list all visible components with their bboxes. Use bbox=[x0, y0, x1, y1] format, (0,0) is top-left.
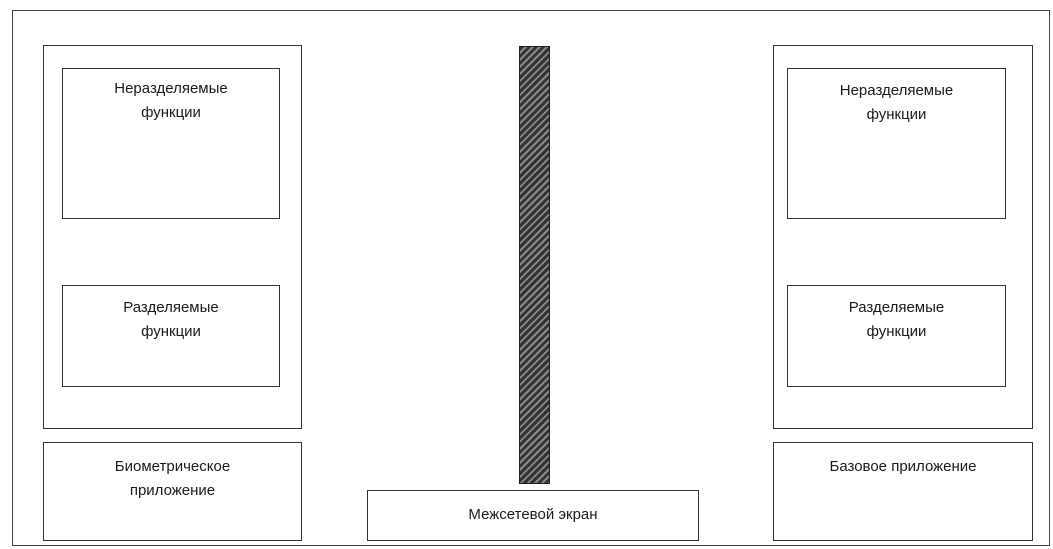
diagram-frame bbox=[12, 10, 1050, 546]
biometric-non-shared-functions-box: Неразделяемые функции bbox=[62, 68, 280, 219]
biometric-shared-functions-label: Разделяемые функции bbox=[123, 299, 219, 340]
base-shared-functions-box: Разделяемые функции bbox=[787, 285, 1006, 387]
firewall-box: Межсетевой экран bbox=[367, 490, 699, 541]
firewall-label: Межсетевой экран bbox=[468, 506, 598, 523]
base-non-shared-functions-label: Неразделяемые функции bbox=[839, 82, 954, 123]
biometric-non-shared-functions-label: Неразделяемые функции bbox=[114, 80, 228, 121]
biometric-app-label: Биометрическое приложение bbox=[114, 458, 231, 499]
biometric-shared-functions-box: Разделяемые функции bbox=[62, 285, 280, 387]
base-shared-functions-label: Разделяемые функции bbox=[848, 299, 945, 340]
firewall-hatched-bar bbox=[519, 46, 550, 484]
base-non-shared-functions-box: Неразделяемые функции bbox=[787, 68, 1006, 219]
base-app-label: Базовое приложение bbox=[829, 458, 977, 475]
base-app-box: Базовое приложение bbox=[773, 442, 1033, 541]
biometric-app-box: Биометрическое приложение bbox=[43, 442, 302, 541]
